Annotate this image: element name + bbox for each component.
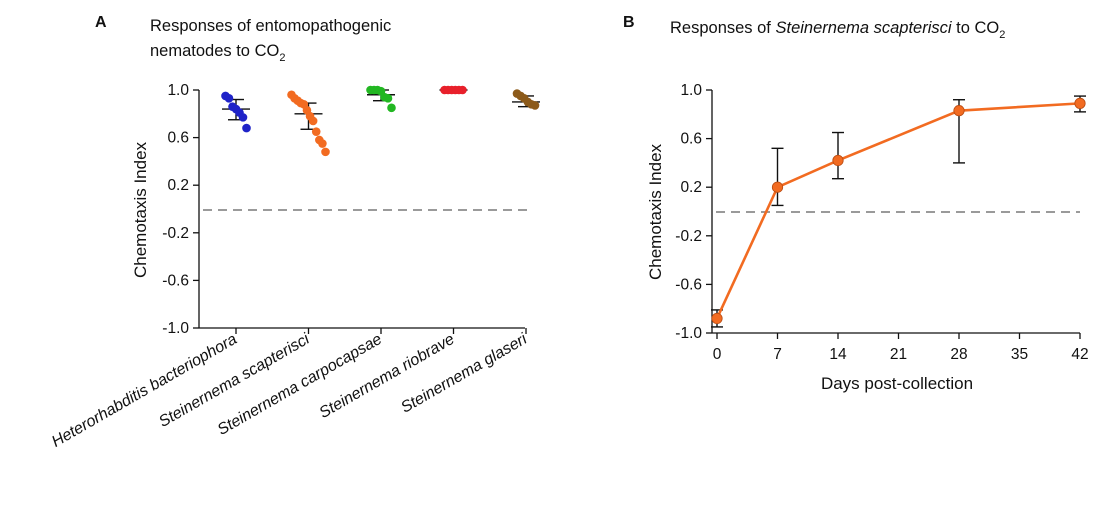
chart-b-x-tick-label: 0 bbox=[713, 346, 722, 363]
chart-a-point bbox=[530, 101, 540, 110]
chart-a-point bbox=[383, 94, 393, 103]
chart-a-y-tick-label: 0.2 bbox=[167, 177, 189, 194]
chart-a-x-ticks: Heterorhabditis bacteriophoraSteinernema… bbox=[49, 328, 530, 451]
chart-b-y-tick-label: 0.2 bbox=[680, 179, 702, 196]
panel-b-title: Responses of Steinernema scapterisci to … bbox=[670, 19, 1005, 41]
chart-b-y-ticks: 1.0 0.6 0.2 -0.2 -0.6 -1.0 bbox=[675, 82, 712, 342]
chart-a-y-tick-label: 1.0 bbox=[167, 82, 189, 99]
chart-a-point bbox=[308, 116, 318, 126]
chart-a-point bbox=[387, 103, 396, 113]
chart-b-point bbox=[953, 105, 965, 117]
chart-b-point bbox=[771, 181, 784, 193]
panel-a-letter: A bbox=[95, 14, 107, 31]
chart-a-point bbox=[318, 139, 327, 148]
chart-b-y-axis-label: Chemotaxis Index bbox=[646, 143, 665, 280]
chart-b-x-axis-label: Days post-collection bbox=[821, 374, 973, 393]
panel-b-title-post: to CO bbox=[952, 19, 1000, 37]
chart-b-point bbox=[711, 312, 723, 325]
panel-b-title-pre: Responses of bbox=[670, 19, 775, 37]
panel-a-title-line1: Responses of entomopathogenic bbox=[150, 17, 391, 35]
chart-a-points bbox=[221, 85, 540, 157]
chart-a-y-tick-label: -0.2 bbox=[162, 225, 189, 242]
chart-b-x-tick-label: 14 bbox=[829, 346, 847, 363]
panel-a-title-line2-text: nematodes to CO bbox=[150, 42, 279, 60]
chart-b-line: Chemotaxis Index Days post-collection 1.… bbox=[646, 82, 1089, 393]
chart-b-x-tick-label: 7 bbox=[773, 346, 782, 363]
chart-b-x-tick-label: 42 bbox=[1071, 346, 1088, 363]
chart-b-x-tick-label: 21 bbox=[890, 346, 907, 363]
chart-a-point bbox=[242, 123, 251, 133]
chart-b-x-ticks: 0 7 14 21 28 35 42 bbox=[713, 333, 1089, 363]
chart-a-y-tick-label: 0.6 bbox=[167, 130, 189, 147]
panel-a-title-line2: nematodes to CO2 bbox=[150, 42, 285, 64]
chart-b-y-tick-label: -0.6 bbox=[675, 276, 702, 293]
panel-b-title-subscript: 2 bbox=[999, 29, 1005, 41]
chart-a-y-tick-label: -1.0 bbox=[162, 320, 189, 337]
chart-b-point bbox=[1074, 97, 1086, 109]
chart-a-point bbox=[311, 127, 321, 136]
chart-a-category-label: Steinernema riobrave bbox=[317, 331, 458, 422]
panel-b-title-italic: Steinernema scapterisci bbox=[775, 19, 952, 37]
chart-a-scatter: Chemotaxis Index 1.0 0.6 0.2 -0.2 -0.6 -1.0 H… bbox=[49, 82, 540, 451]
chart-b-series-line bbox=[715, 102, 1081, 319]
chart-a-point bbox=[321, 147, 330, 157]
chart-b-y-tick-label: 0.6 bbox=[680, 131, 702, 148]
chart-b-y-tick-label: -1.0 bbox=[675, 325, 702, 342]
chart-b-series bbox=[711, 97, 1086, 325]
panel-a-title-subscript: 2 bbox=[279, 52, 285, 64]
chart-b-x-tick-label: 35 bbox=[1011, 346, 1028, 363]
chart-a-y-axis-label: Chemotaxis Index bbox=[131, 141, 150, 278]
chart-a-category-label: Steinernema glaseri bbox=[398, 331, 530, 417]
chart-b-point bbox=[832, 154, 844, 167]
chart-b-x-tick-label: 28 bbox=[950, 346, 967, 363]
chart-a-point bbox=[238, 113, 248, 122]
chart-a-point bbox=[458, 85, 467, 95]
chart-b-y-tick-label: 1.0 bbox=[680, 82, 702, 99]
chart-a-point bbox=[224, 94, 234, 103]
chart-b-y-tick-label: -0.2 bbox=[675, 228, 702, 245]
panel-b-letter: B bbox=[623, 14, 635, 31]
chart-a-y-ticks: 1.0 0.6 0.2 -0.2 -0.6 -1.0 bbox=[162, 82, 199, 337]
chart-a-y-tick-label: -0.6 bbox=[162, 272, 189, 289]
